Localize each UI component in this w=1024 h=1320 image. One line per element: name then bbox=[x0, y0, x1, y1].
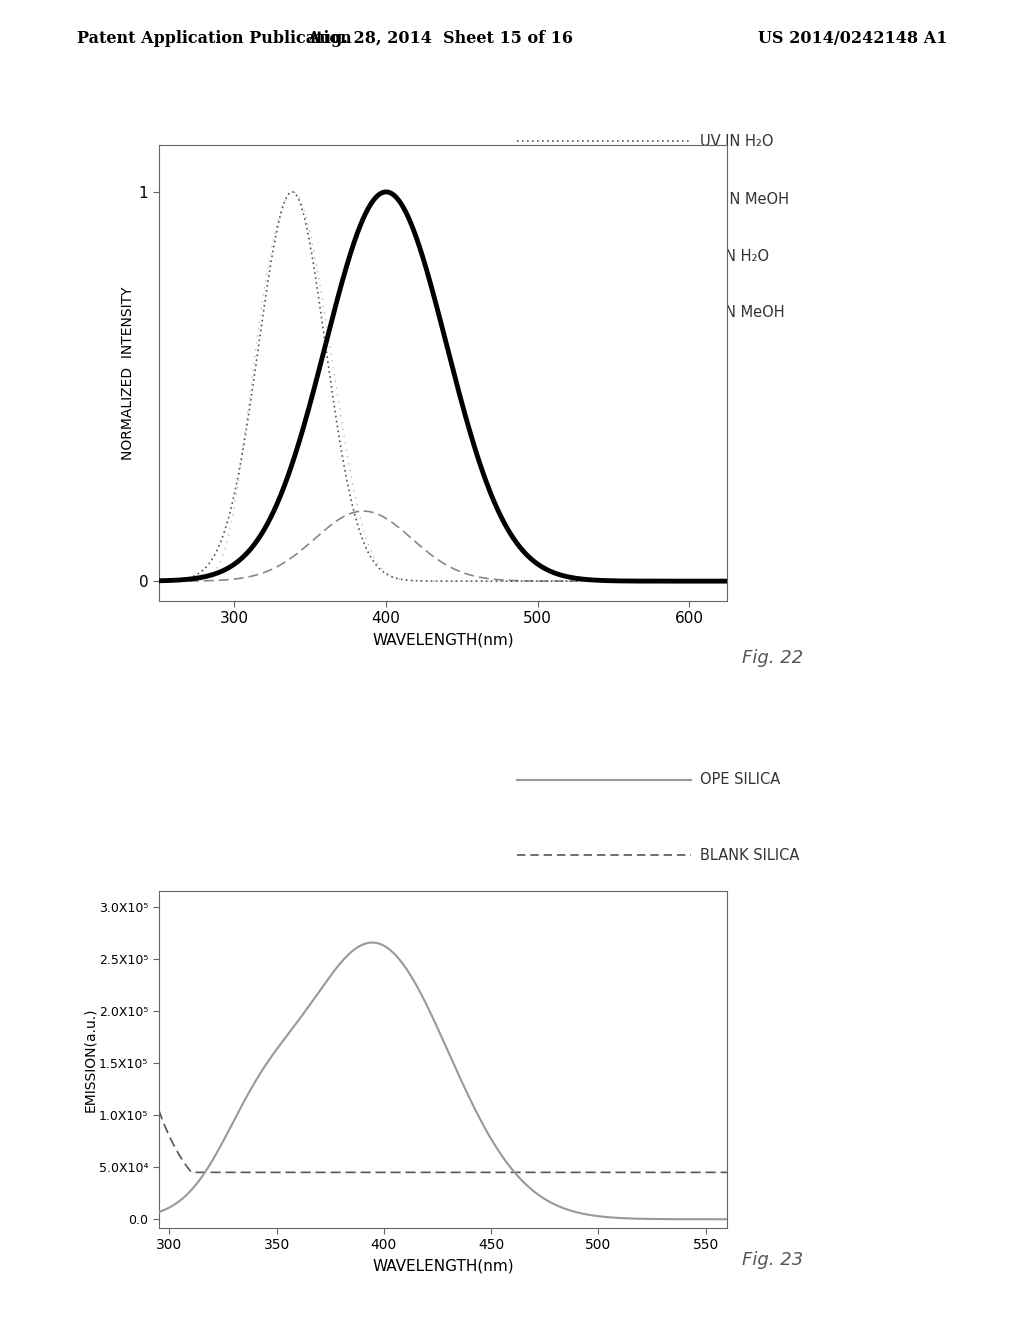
Text: Fig. 22: Fig. 22 bbox=[742, 649, 804, 668]
Text: FL IN H₂O: FL IN H₂O bbox=[700, 248, 770, 264]
Text: Patent Application Publication: Patent Application Publication bbox=[77, 30, 351, 46]
Text: UV IN MeOH: UV IN MeOH bbox=[700, 193, 790, 207]
Text: FL IN MeOH: FL IN MeOH bbox=[700, 305, 785, 319]
Text: Aug. 28, 2014  Sheet 15 of 16: Aug. 28, 2014 Sheet 15 of 16 bbox=[307, 30, 573, 46]
Y-axis label: NORMALIZED  INTENSITY: NORMALIZED INTENSITY bbox=[121, 286, 134, 459]
Y-axis label: EMISSION(a.u.): EMISSION(a.u.) bbox=[84, 1007, 97, 1111]
X-axis label: WAVELENGTH(nm): WAVELENGTH(nm) bbox=[372, 1259, 514, 1274]
Text: Fig. 23: Fig. 23 bbox=[742, 1251, 804, 1270]
Text: US 2014/0242148 A1: US 2014/0242148 A1 bbox=[758, 30, 947, 46]
Text: OPE SILICA: OPE SILICA bbox=[700, 772, 780, 787]
Text: UV IN H₂O: UV IN H₂O bbox=[700, 133, 774, 149]
Text: BLANK SILICA: BLANK SILICA bbox=[700, 847, 800, 863]
X-axis label: WAVELENGTH(nm): WAVELENGTH(nm) bbox=[372, 634, 514, 648]
